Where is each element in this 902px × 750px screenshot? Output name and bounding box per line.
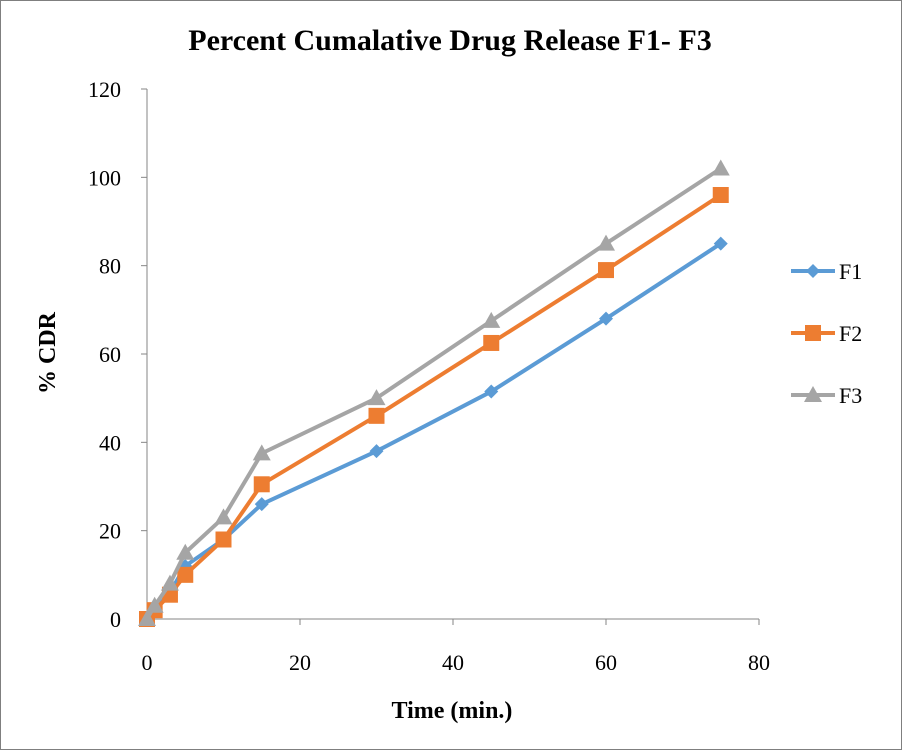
y-axis-title: % CDR (35, 311, 61, 394)
series-f3 (138, 159, 730, 626)
legend-marker (805, 325, 821, 341)
legend-item-f2: F2 (791, 321, 862, 346)
data-point-f2 (368, 407, 385, 424)
x-tick-label: 0 (142, 650, 153, 675)
x-tick-label: 60 (595, 650, 617, 675)
data-point-f3 (711, 159, 730, 176)
y-tick-label: 120 (88, 77, 121, 102)
legend-label: F1 (839, 259, 862, 284)
legend-item-f1: F1 (791, 259, 862, 284)
data-point-f2 (598, 262, 614, 279)
chart-title: Percent Cumalative Drug Release F1- F3 (188, 24, 711, 57)
data-point-f3 (176, 543, 195, 560)
x-tick-label: 40 (442, 650, 464, 675)
y-tick-label: 40 (99, 430, 121, 455)
data-point-f1 (713, 236, 728, 251)
data-point-f2 (712, 187, 729, 203)
data-point-f2 (253, 476, 270, 493)
legend: F1 F2 F3 (791, 259, 862, 408)
data-point-f2 (483, 334, 500, 351)
series-line-f2 (145, 193, 722, 621)
data-point-f3 (160, 574, 179, 591)
data-point-f1 (369, 444, 384, 459)
y-tick-label: 100 (88, 165, 121, 190)
y-tick-label: 60 (99, 342, 121, 367)
data-point-f3 (597, 234, 615, 251)
x-axis-title: Time (min.) (392, 698, 513, 724)
data-point-f3 (252, 444, 271, 461)
data-point-f3 (138, 610, 156, 626)
legend-label: F2 (839, 321, 862, 346)
legend-marker (806, 264, 820, 278)
data-point-f3 (367, 389, 386, 406)
data-point-f2 (215, 531, 232, 548)
x-tick-label: 20 (289, 650, 311, 675)
y-tick-label: 80 (99, 254, 121, 279)
data-point-f1 (254, 497, 269, 512)
data-point-f3 (214, 508, 233, 525)
series-layer (138, 159, 730, 627)
data-point-f2 (177, 566, 194, 583)
y-tick-label: 20 (99, 519, 121, 544)
y-tick-label: 0 (110, 607, 121, 632)
legend-label: F3 (839, 383, 862, 408)
data-point-f3 (145, 596, 164, 613)
legend-item-f3: F3 (791, 383, 862, 408)
data-point-f1 (599, 311, 613, 326)
legend-marker (804, 386, 822, 402)
x-tick-label: 80 (748, 650, 770, 675)
data-point-f3 (482, 311, 501, 328)
series-line-f3 (145, 166, 722, 621)
data-point-f1 (484, 384, 499, 399)
axes: 0 20 40 60 80 100 120 0 20 40 60 80 (88, 77, 770, 675)
series-f1 (140, 236, 728, 626)
series-f2 (139, 187, 729, 627)
series-line-f1 (145, 241, 722, 621)
